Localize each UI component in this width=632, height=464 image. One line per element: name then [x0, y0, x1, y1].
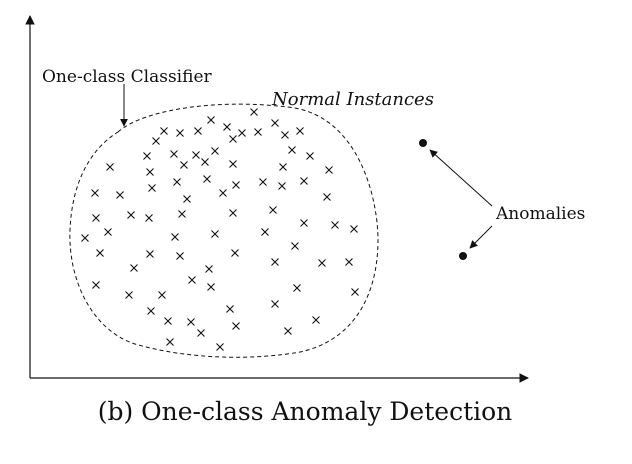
- normal-point: [130, 264, 138, 272]
- normal-point: [96, 249, 104, 257]
- normal-point: [231, 249, 239, 257]
- normal-point: [106, 163, 114, 171]
- normal-point: [207, 283, 215, 291]
- normal-point: [183, 195, 191, 203]
- normal-point: [351, 288, 359, 296]
- anomaly-arrow-upper: [429, 149, 493, 207]
- normal-point: [92, 281, 100, 289]
- normal-point: [306, 152, 314, 160]
- normal-point: [203, 175, 211, 183]
- normal-point: [92, 214, 100, 222]
- normal-point: [293, 284, 301, 292]
- normal-point: [271, 119, 279, 127]
- normal-point: [312, 316, 320, 324]
- normal-point: [147, 307, 155, 315]
- normal-point: [125, 291, 133, 299]
- normal-point: [254, 128, 262, 136]
- normal-point: [194, 127, 202, 135]
- normal-instances-label: Normal Instances: [271, 89, 434, 110]
- figure-caption: (b) One-class Anomaly Detection: [98, 397, 513, 426]
- normal-point: [291, 242, 299, 250]
- normal-point: [269, 206, 277, 214]
- normal-point: [281, 131, 289, 139]
- normal-point: [201, 158, 209, 166]
- classifier-boundary: [69, 103, 379, 358]
- normal-point: [350, 225, 358, 233]
- normal-point: [143, 152, 151, 160]
- normal-points: [81, 108, 359, 351]
- normal-point: [288, 146, 296, 154]
- classifier-label: One-class Classifier: [42, 67, 213, 87]
- normal-point: [259, 178, 267, 186]
- normal-point: [211, 147, 219, 155]
- normal-point: [188, 276, 196, 284]
- normal-point: [216, 343, 224, 351]
- normal-point: [271, 258, 279, 266]
- normal-point: [160, 127, 168, 135]
- normal-point: [180, 161, 188, 169]
- normal-point: [300, 177, 308, 185]
- normal-point: [278, 182, 286, 190]
- normal-point: [197, 329, 205, 337]
- normal-point: [226, 305, 234, 313]
- normal-point: [232, 322, 240, 330]
- normal-point: [146, 168, 154, 176]
- anomalies-label: Anomalies: [495, 204, 585, 224]
- normal-point: [104, 228, 112, 236]
- normal-point: [261, 228, 269, 236]
- normal-point: [207, 116, 215, 124]
- normal-point: [232, 181, 240, 189]
- normal-point: [300, 219, 308, 227]
- normal-point: [211, 230, 219, 238]
- normal-point: [229, 209, 237, 217]
- anomaly-points: [419, 139, 467, 260]
- normal-point: [223, 123, 231, 131]
- normal-point: [271, 300, 279, 308]
- anomaly-arrow-lower: [469, 225, 493, 249]
- normal-point: [318, 259, 326, 267]
- normal-point: [170, 150, 178, 158]
- normal-point: [229, 135, 237, 143]
- normal-point: [331, 221, 339, 229]
- normal-point: [116, 191, 124, 199]
- normal-point: [229, 160, 237, 168]
- normal-point: [166, 338, 174, 346]
- normal-point: [219, 189, 227, 197]
- normal-point: [187, 318, 195, 326]
- normal-point: [325, 166, 333, 174]
- normal-point: [205, 265, 213, 273]
- normal-point: [152, 137, 160, 145]
- normal-point: [238, 129, 246, 137]
- normal-point: [91, 189, 99, 197]
- anomaly-point: [459, 252, 467, 260]
- normal-point: [158, 291, 166, 299]
- normal-point: [323, 193, 331, 201]
- normal-point: [173, 178, 181, 186]
- normal-point: [145, 214, 153, 222]
- normal-point: [250, 108, 258, 116]
- normal-point: [148, 184, 156, 192]
- normal-point: [127, 211, 135, 219]
- normal-point: [81, 234, 89, 242]
- normal-point: [279, 163, 287, 171]
- normal-point: [176, 252, 184, 260]
- normal-point: [284, 327, 292, 335]
- normal-point: [164, 317, 172, 325]
- anomaly-point: [419, 139, 427, 147]
- normal-point: [176, 129, 184, 137]
- normal-point: [171, 233, 179, 241]
- normal-point: [345, 258, 353, 266]
- normal-point: [192, 151, 200, 159]
- normal-point: [146, 250, 154, 258]
- normal-point: [178, 210, 186, 218]
- normal-point: [296, 127, 304, 135]
